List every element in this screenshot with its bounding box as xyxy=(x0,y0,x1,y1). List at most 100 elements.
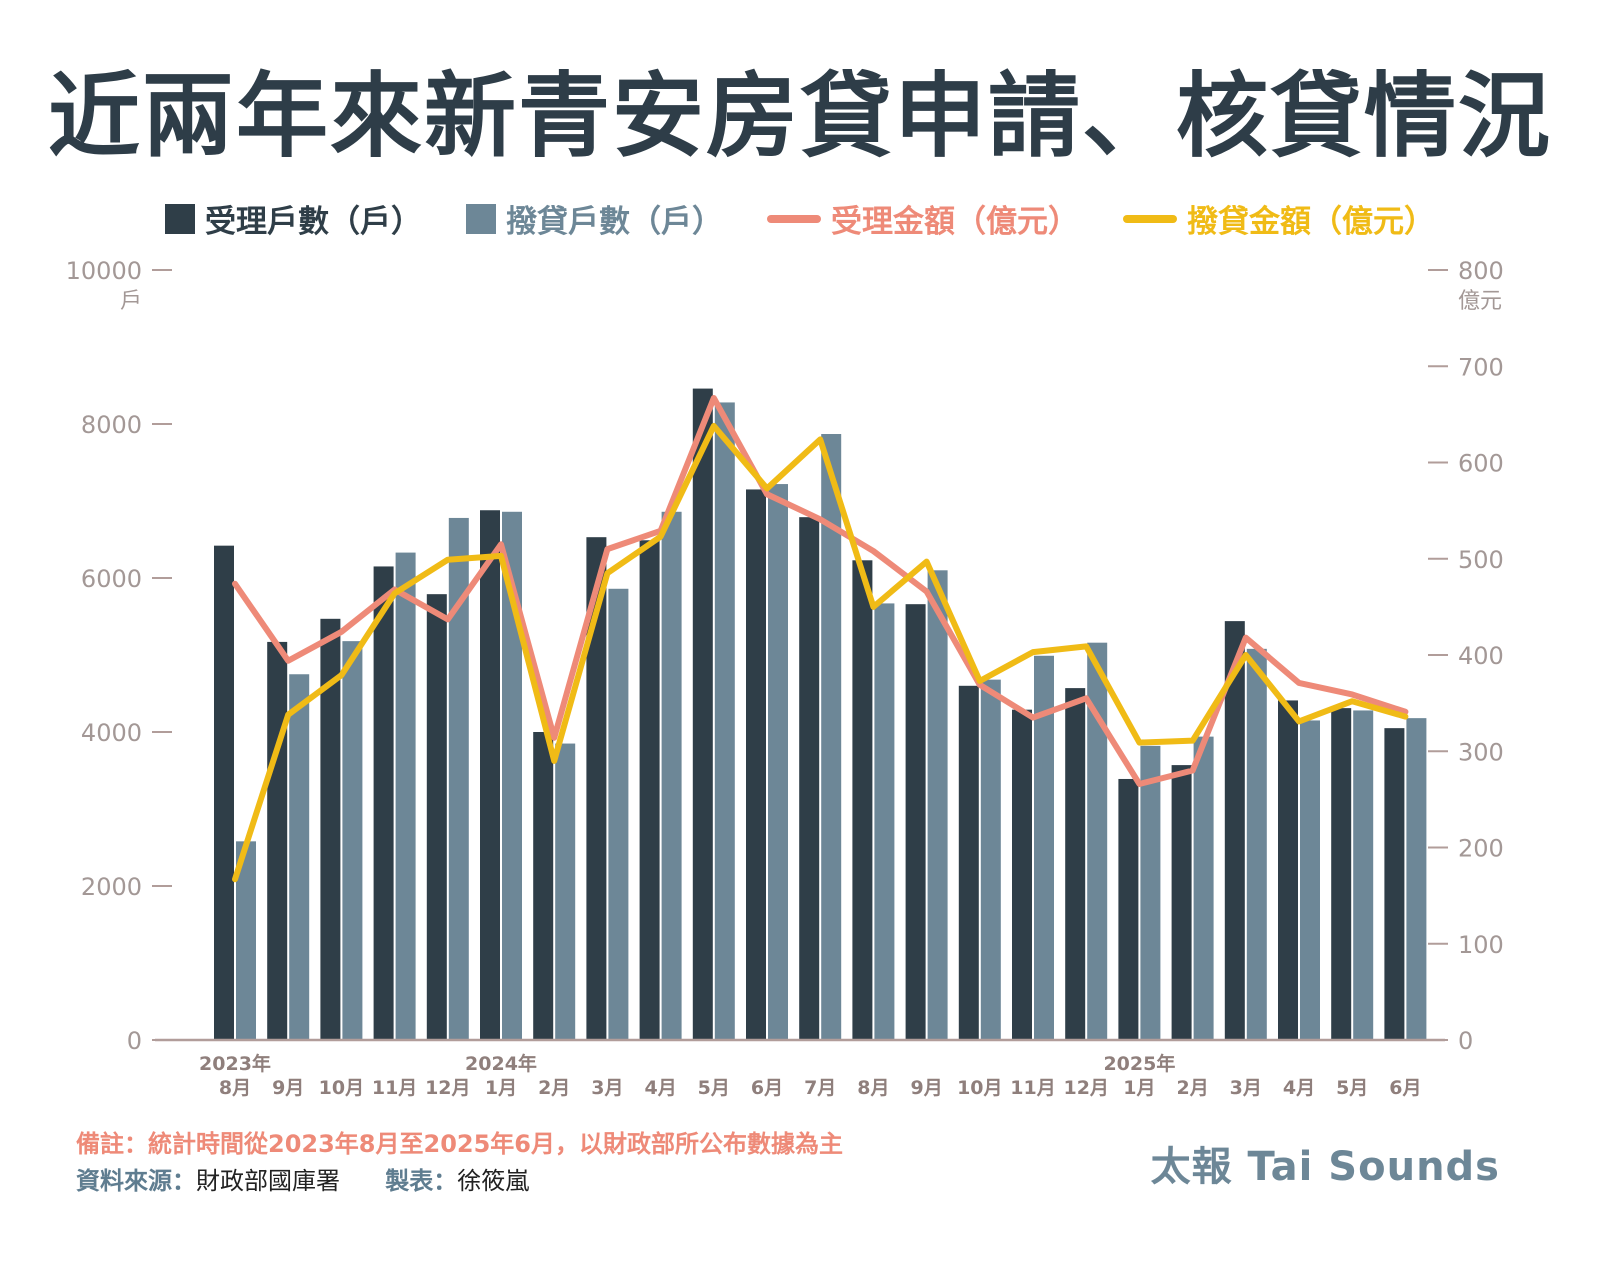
right-axis-tick-label: 400 xyxy=(1458,642,1504,670)
accepted-households-bar xyxy=(586,537,607,1040)
source-note: 資料來源：財政部國庫署 製表：徐筱嵐 xyxy=(76,1161,529,1196)
accepted-households-bar xyxy=(480,510,500,1040)
accepted-households-bar xyxy=(905,604,926,1040)
disbursed-amount-line xyxy=(232,422,1409,883)
disbursed-households-bar xyxy=(1034,655,1054,1040)
accepted-households-bar xyxy=(426,594,447,1040)
x-tick-label: 5月 xyxy=(1336,1077,1368,1099)
accepted-amount-line xyxy=(232,395,1409,787)
legend-label-accepted-households: 受理戶數（戶） xyxy=(205,204,422,240)
disbursed-households-bar xyxy=(1246,648,1267,1040)
x-tick-label: 9月 xyxy=(910,1077,942,1099)
legend-swatch-disbursed-amount xyxy=(1123,214,1177,223)
disbursed-households-bar xyxy=(502,511,522,1040)
accepted-households-bar xyxy=(852,560,873,1040)
legend-item-accepted-households: 受理戶數（戶） xyxy=(165,196,422,241)
x-year-label: 2024年 xyxy=(465,1052,537,1075)
x-tick-label: 2月 xyxy=(1176,1077,1208,1099)
brand-logo: 太報 Tai Sounds xyxy=(1150,1144,1500,1190)
disbursed-households-bar xyxy=(874,603,895,1040)
x-tick-label: 11月 xyxy=(372,1077,417,1099)
legend-swatch-accepted-amount xyxy=(767,214,821,223)
accepted-households-bar xyxy=(1384,728,1405,1040)
right-axis-unit: 億元 xyxy=(1458,289,1502,314)
disbursed-households-bar xyxy=(342,641,363,1040)
disbursed-households-bar xyxy=(1353,710,1374,1040)
disbursed-households-bar xyxy=(289,674,310,1040)
left-axis-tick-label: 10000 xyxy=(66,257,142,285)
disbursed-households-bar xyxy=(1193,736,1214,1040)
left-axis-tick-label: 4000 xyxy=(81,719,142,747)
disbursed-households-bar xyxy=(1087,642,1108,1040)
x-tick-label: 10月 xyxy=(957,1077,1002,1099)
x-tick-label: 8月 xyxy=(219,1077,251,1099)
x-year-label: 2025年 xyxy=(1103,1052,1175,1075)
x-tick-label: 6月 xyxy=(1389,1077,1421,1099)
x-tick-label: 8月 xyxy=(857,1077,889,1099)
x-tick-label: 10月 xyxy=(319,1077,364,1099)
x-tick-label: 3月 xyxy=(1230,1077,1262,1099)
right-axis-tick-label: 100 xyxy=(1458,931,1504,959)
accepted-households-bar xyxy=(373,566,394,1040)
chart-title: 近兩年來新青安房貸申請、核貸情況 xyxy=(47,63,1552,170)
accepted-households-bar xyxy=(1118,778,1139,1040)
legend-label-accepted-amount: 受理金額（億元） xyxy=(831,204,1079,240)
left-axis-tick-label: 2000 xyxy=(81,873,142,901)
disbursed-households-bar xyxy=(661,511,682,1040)
legend-swatch-disbursed-households xyxy=(466,203,496,234)
accepted-households-bar xyxy=(692,388,713,1041)
right-axis-tick-label: 0 xyxy=(1458,1027,1473,1055)
x-tick-label: 12月 xyxy=(425,1077,470,1099)
left-axis-unit: 戶 xyxy=(120,289,142,314)
x-tick-label: 9月 xyxy=(272,1077,304,1099)
legend-item-disbursed-amount: 撥貸金額（億元） xyxy=(1123,196,1435,241)
right-axis-tick-label: 700 xyxy=(1458,353,1504,381)
right-axis-tick-label: 200 xyxy=(1458,835,1504,863)
disbursed-households-bar xyxy=(768,484,788,1040)
left-axis-tick-label: 6000 xyxy=(81,565,142,593)
accepted-households-bar xyxy=(1278,700,1298,1040)
disbursed-households-bar xyxy=(714,402,735,1040)
accepted-households-bar xyxy=(533,732,554,1040)
accepted-households-bar xyxy=(1224,621,1245,1040)
disbursed-households-bar xyxy=(1300,720,1320,1040)
accepted-households-bar xyxy=(214,545,234,1040)
right-axis-tick-label: 800 xyxy=(1458,257,1504,285)
x-tick-label: 4月 xyxy=(1283,1077,1315,1099)
disbursed-households-bar xyxy=(608,588,629,1040)
disbursed-households-bar xyxy=(236,841,256,1040)
accepted-households-bar xyxy=(267,641,288,1040)
right-axis-tick-label: 500 xyxy=(1458,546,1504,574)
legend-item-accepted-amount: 受理金額（億元） xyxy=(767,196,1079,241)
right-axis-tick-label: 600 xyxy=(1458,450,1504,478)
maker-value: 徐筱嵐 xyxy=(457,1167,530,1195)
accepted-households-bar xyxy=(1065,688,1086,1040)
disbursed-households-bar xyxy=(395,552,416,1040)
x-tick-label: 2月 xyxy=(538,1077,570,1099)
x-tick-label: 4月 xyxy=(644,1077,676,1099)
disbursed-households-bar xyxy=(927,570,948,1040)
x-tick-label: 1月 xyxy=(485,1077,517,1099)
disbursed-households-bar xyxy=(448,517,469,1040)
x-tick-label: 1月 xyxy=(1123,1077,1155,1099)
disbursed-households-bar xyxy=(555,743,576,1040)
source-key: 資料來源： xyxy=(76,1167,196,1195)
accepted-households-bar xyxy=(1171,765,1192,1040)
right-axis-tick-label: 300 xyxy=(1458,738,1504,766)
disbursed-households-bar xyxy=(980,679,1001,1040)
source-value: 財政部國庫署 xyxy=(196,1167,340,1195)
accepted-households-bar xyxy=(799,517,820,1040)
x-year-label: 2023年 xyxy=(199,1052,271,1075)
x-tick-label: 11月 xyxy=(1010,1077,1055,1099)
chart-plot: 0 2000 4000 6000 8000 10000 戶 0 100 200 300 400 500 6… xyxy=(66,257,1504,1099)
legend-item-disbursed-households: 撥貸戶數（戶） xyxy=(466,196,723,241)
legend-label-disbursed-households: 撥貸戶數（戶） xyxy=(506,204,723,240)
remark-note: 備註：統計時間從2023年8月至2025年6月，以財政部所公布數據為主 xyxy=(76,1130,843,1158)
disbursed-households-bar xyxy=(1406,718,1427,1040)
accepted-households-bar xyxy=(958,685,979,1040)
accepted-households-bar xyxy=(1012,709,1032,1040)
x-tick-label: 3月 xyxy=(591,1077,623,1099)
disbursed-households-bar xyxy=(821,434,842,1040)
maker-key: 製表： xyxy=(385,1167,458,1195)
accepted-households-bar xyxy=(1331,708,1352,1040)
